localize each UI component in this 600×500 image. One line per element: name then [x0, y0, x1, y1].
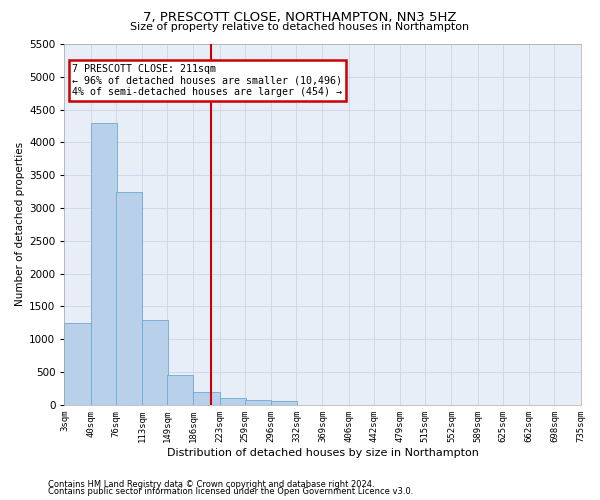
Bar [271, 401, 297, 405]
Bar [91, 122, 116, 405]
Text: Contains HM Land Registry data © Crown copyright and database right 2024.: Contains HM Land Registry data © Crown c… [48, 480, 374, 489]
Bar [167, 376, 193, 405]
Bar [64, 323, 91, 405]
Bar [220, 398, 245, 405]
X-axis label: Distribution of detached houses by size in Northampton: Distribution of detached houses by size … [167, 448, 478, 458]
Text: Size of property relative to detached houses in Northampton: Size of property relative to detached ho… [130, 22, 470, 32]
Text: 7, PRESCOTT CLOSE, NORTHAMPTON, NN3 5HZ: 7, PRESCOTT CLOSE, NORTHAMPTON, NN3 5HZ [143, 11, 457, 24]
Bar [193, 392, 220, 405]
Bar [245, 400, 271, 405]
Bar [142, 320, 168, 405]
Text: Contains public sector information licensed under the Open Government Licence v3: Contains public sector information licen… [48, 488, 413, 496]
Text: 7 PRESCOTT CLOSE: 211sqm
← 96% of detached houses are smaller (10,496)
4% of sem: 7 PRESCOTT CLOSE: 211sqm ← 96% of detach… [72, 64, 342, 97]
Bar [116, 192, 142, 405]
Y-axis label: Number of detached properties: Number of detached properties [15, 142, 25, 306]
